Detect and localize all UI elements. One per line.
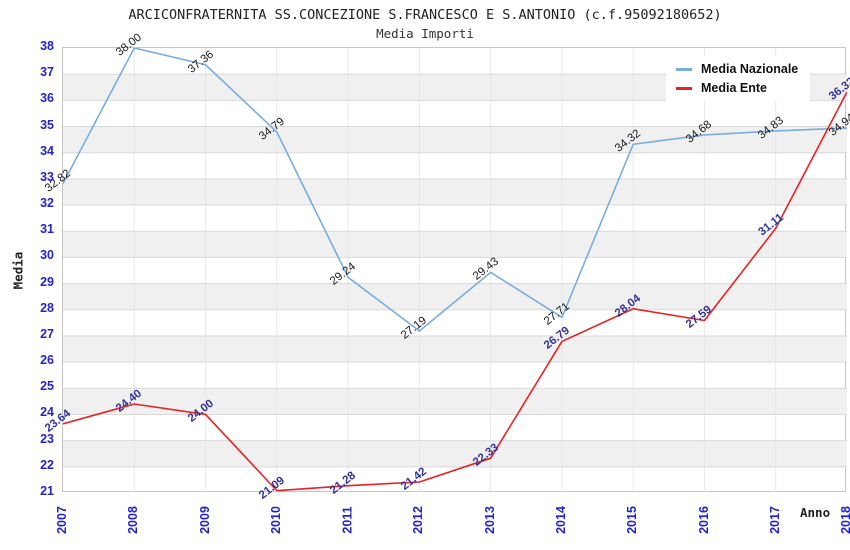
y-tick-label: 31 xyxy=(40,222,54,237)
legend-item-media-nazionale: Media Nazionale xyxy=(676,62,798,76)
legend-item-media-ente: Media Ente xyxy=(676,81,798,95)
chart-title: ARCICONFRATERNITA SS.CONCEZIONE S.FRANCE… xyxy=(128,7,722,23)
x-tick-label: 2014 xyxy=(553,506,568,534)
x-tick-label: 2008 xyxy=(126,506,141,534)
y-tick-label: 23 xyxy=(40,431,54,446)
band-row xyxy=(63,388,847,415)
legend-swatch-nazionale-icon xyxy=(676,67,692,71)
x-tick-label: 2016 xyxy=(696,506,711,534)
x-tick-label: 2018 xyxy=(839,506,850,534)
legend-label: Media Nazionale xyxy=(701,62,799,76)
y-tick-label: 36 xyxy=(40,91,54,106)
y-tick-label: 21 xyxy=(40,484,54,498)
y-tick-label: 22 xyxy=(40,457,54,472)
y-tick-label: 30 xyxy=(40,248,54,263)
y-tick-label: 38 xyxy=(40,39,54,53)
legend-swatch-ente-icon xyxy=(676,86,692,90)
x-tick-label: 2013 xyxy=(482,506,497,534)
y-tick-label: 37 xyxy=(40,65,54,80)
series-line xyxy=(63,48,847,332)
y-tick-label: 28 xyxy=(40,300,54,315)
band-row xyxy=(63,126,847,153)
x-tick-label: 2007 xyxy=(55,506,69,534)
y-tick-label: 24 xyxy=(40,405,54,420)
x-tick-label: 2011 xyxy=(340,506,355,534)
plot-area: 32.82 38.00 37.36 34.79 29.24 27.19 29.43 27.71… xyxy=(43,32,850,502)
chart-subtitle: Media Importi xyxy=(376,26,474,41)
x-tick-label: 2012 xyxy=(411,506,426,534)
y-tick-label: 33 xyxy=(40,169,54,184)
x-tick-label: 2009 xyxy=(197,506,212,534)
y-tick-label: 29 xyxy=(40,274,54,289)
y-tick-label: 32 xyxy=(40,196,54,211)
x-tick-label: 2017 xyxy=(767,506,782,534)
y-tick-label: 26 xyxy=(40,353,54,368)
band-row xyxy=(63,231,847,258)
band-row xyxy=(63,178,847,206)
y-tick-label: 35 xyxy=(40,117,54,132)
y-tick-label: 27 xyxy=(40,326,54,341)
x-axis-title: Anno xyxy=(800,505,831,520)
y-tick-label: 34 xyxy=(40,143,54,158)
band-row xyxy=(63,440,847,467)
legend-label: Media Ente xyxy=(701,81,767,95)
x-tick-label: 2010 xyxy=(268,506,283,534)
legend: Media Nazionale Media Ente xyxy=(666,56,811,101)
y-tick-label: 25 xyxy=(40,379,54,394)
series-line xyxy=(63,91,847,492)
x-tick-label: 2015 xyxy=(625,506,640,534)
band-row xyxy=(63,335,847,363)
